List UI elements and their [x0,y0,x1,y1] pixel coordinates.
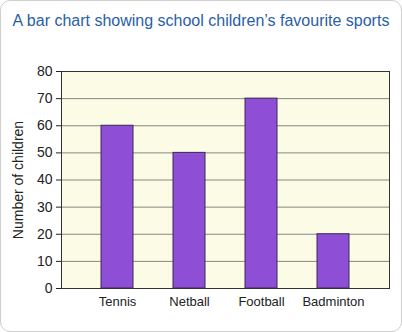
svg-text:80: 80 [37,63,53,79]
svg-text:Football: Football [238,294,284,309]
svg-text:0: 0 [45,280,53,296]
svg-text:30: 30 [37,199,53,215]
svg-text:10: 10 [37,253,53,269]
svg-text:60: 60 [37,117,53,133]
svg-text:Badminton: Badminton [302,294,364,309]
svg-text:40: 40 [37,171,53,187]
svg-text:50: 50 [37,144,53,160]
svg-text:Netball: Netball [169,294,210,309]
html-text:A bar chart showing school chi: A bar chart showing school children’s fa… [12,12,390,29]
svg-text:70: 70 [37,90,53,106]
svg-text:Tennis: Tennis [99,294,137,309]
svg-text:20: 20 [37,226,53,242]
svg-text:Number of children: Number of children [10,121,26,239]
